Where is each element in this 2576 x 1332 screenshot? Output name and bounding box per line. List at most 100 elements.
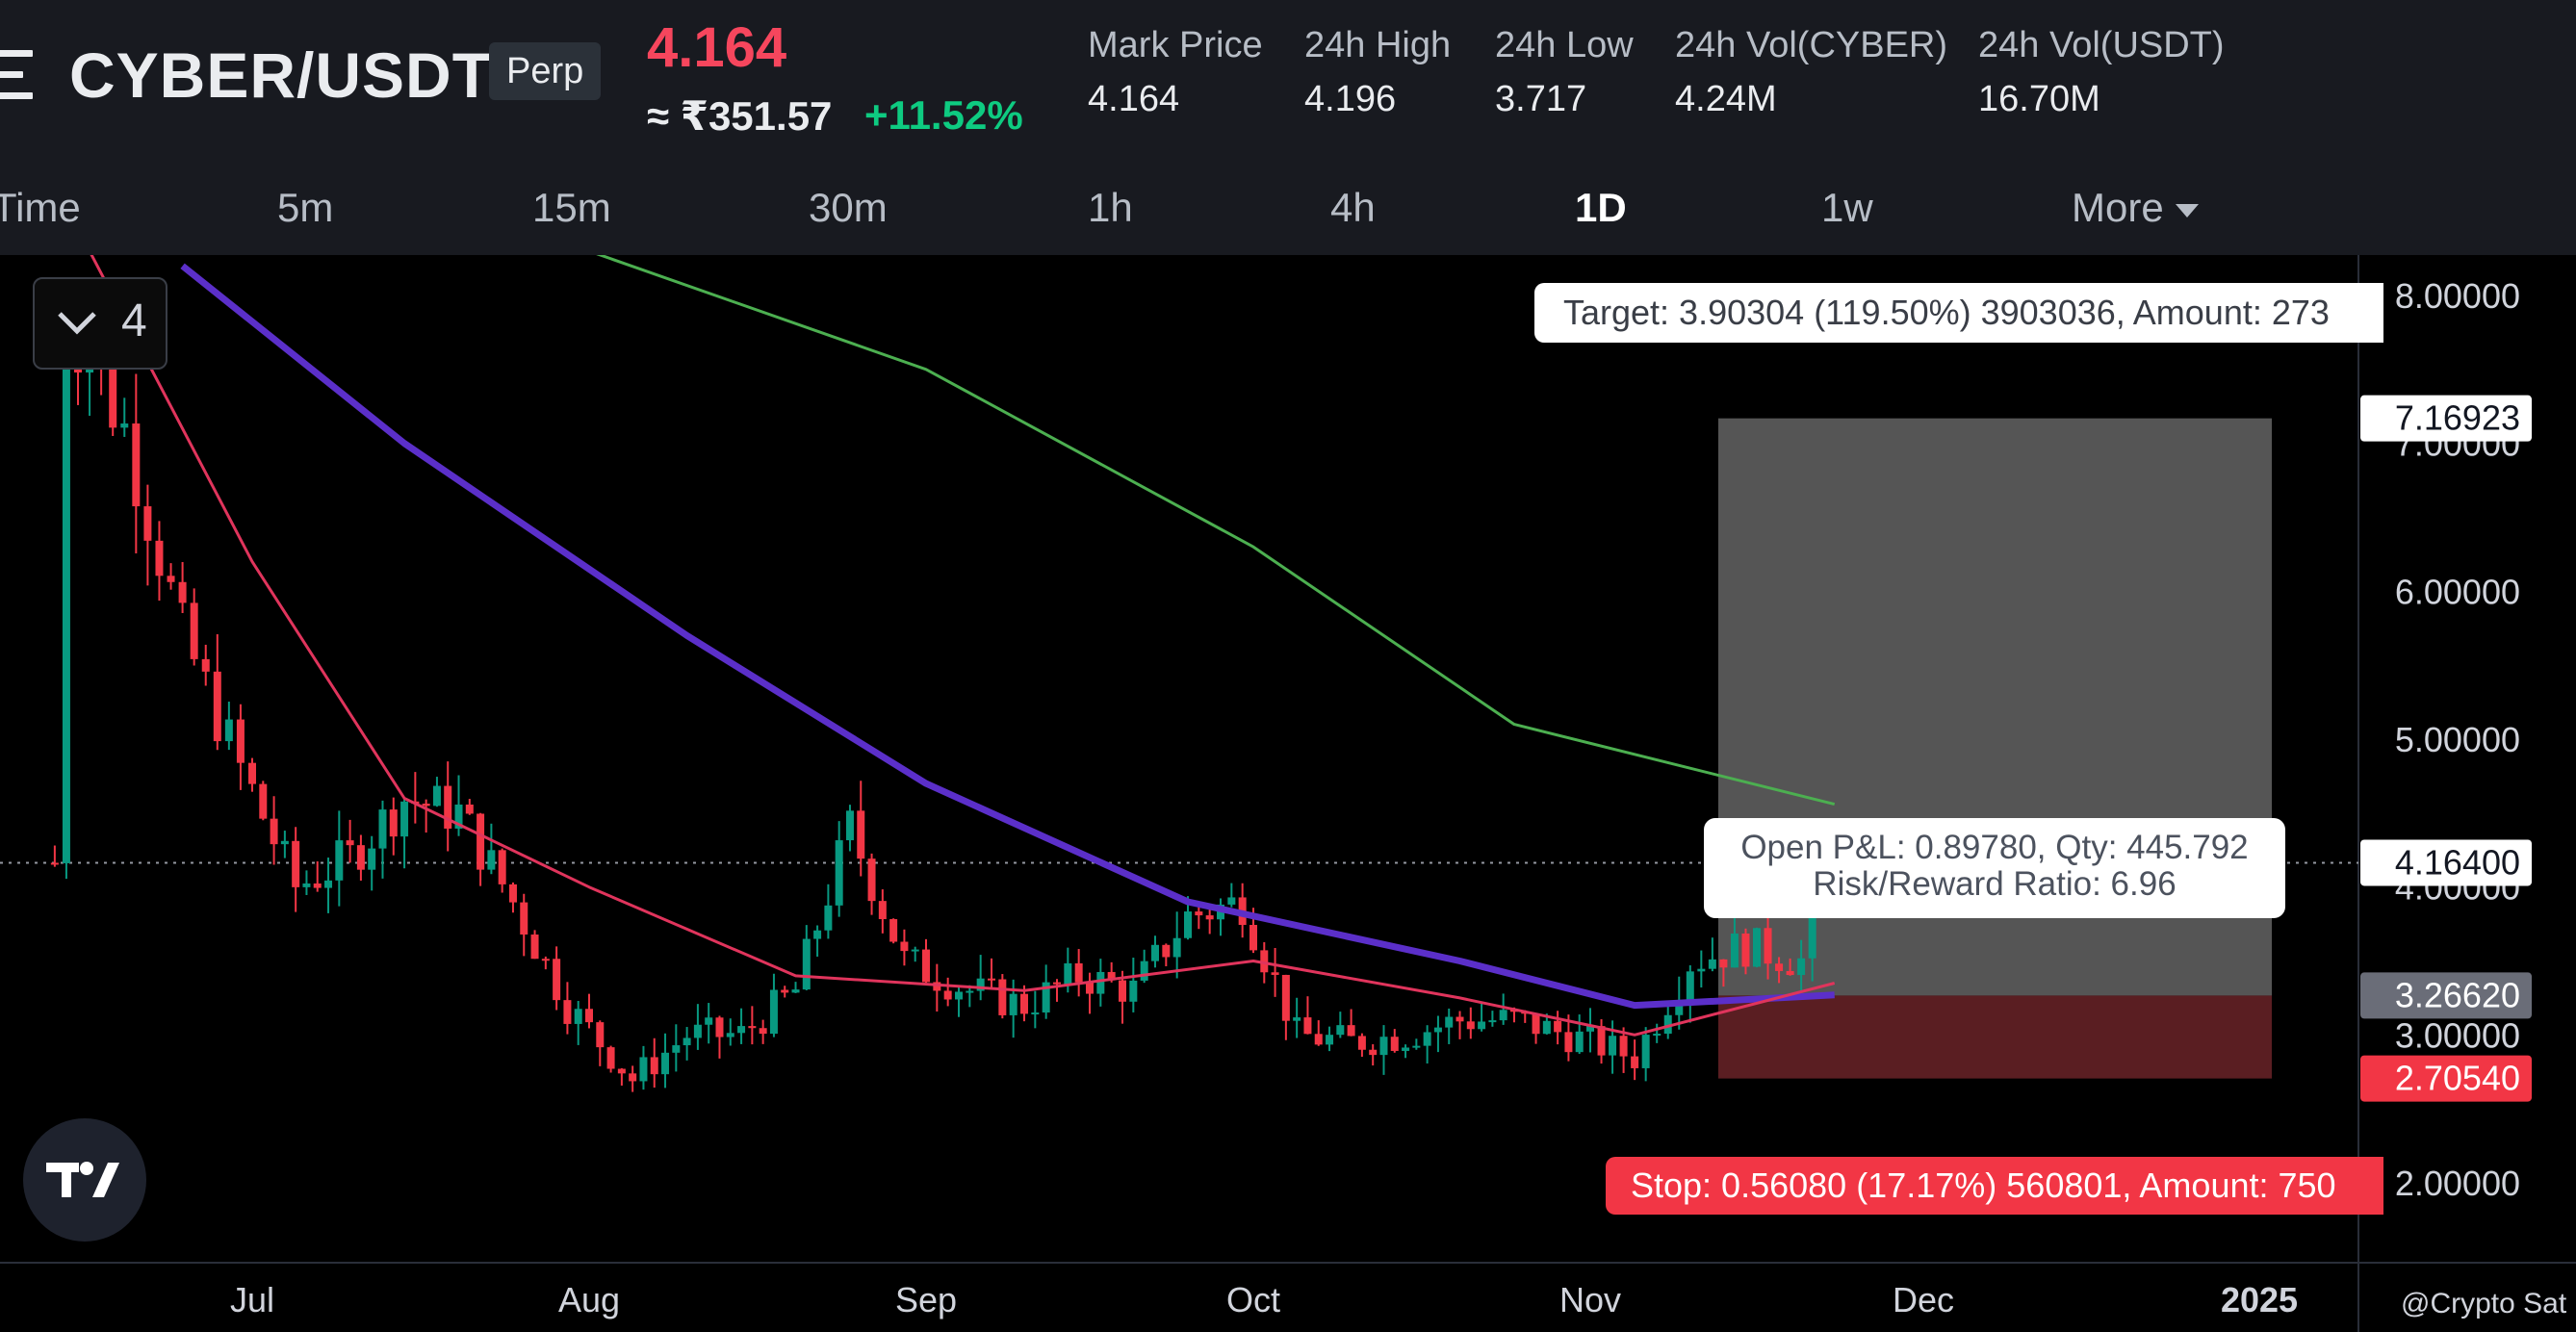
stat-label-24h-high: 24h High: [1304, 25, 1452, 65]
watermark: @Crypto Sat: [2401, 1288, 2567, 1319]
price-axis-label: 5.00000: [2395, 720, 2520, 759]
chart-canvas[interactable]: 8.000007.000006.000005.000004.000003.000…: [0, 255, 2576, 1332]
candle-body: [1641, 1035, 1650, 1068]
contract-type-badge: Perp: [489, 42, 602, 100]
candle-body: [132, 423, 141, 507]
candle-body: [454, 804, 463, 829]
candle-body: [1445, 1016, 1454, 1028]
indicator-legend-toggle[interactable]: 4: [33, 277, 167, 370]
candle-body: [346, 840, 354, 846]
stop-price-tag-bg: [2360, 1055, 2532, 1102]
target-price-tag-bg: [2360, 395, 2532, 442]
tradingview-logo[interactable]: [23, 1118, 146, 1242]
candle-body: [1764, 928, 1772, 964]
candle-body: [1586, 1026, 1594, 1032]
candle-body: [477, 813, 485, 870]
candle-body: [1293, 1017, 1301, 1021]
menu-icon[interactable]: [0, 50, 33, 100]
candle-body: [389, 809, 398, 837]
candle-body: [629, 1073, 637, 1082]
candle-body: [1009, 993, 1018, 1015]
candle-body: [292, 840, 300, 887]
stat-label-vol-quote: 24h Vol(USDT): [1978, 25, 2225, 65]
price-axis-label: 8.00000: [2395, 276, 2520, 316]
tab-1w[interactable]: 1w: [1821, 185, 1873, 230]
entry-price-tag: 3.26620: [2395, 975, 2520, 1014]
candle-body: [178, 581, 187, 603]
candle-body: [213, 671, 221, 742]
open-pnl-text: Open P&L: 0.89780, Qty: 445.792: [1740, 829, 2249, 866]
last-price: 4.164: [647, 16, 787, 79]
tab-15m[interactable]: 15m: [532, 185, 611, 230]
candle-body: [1786, 970, 1794, 976]
candle-body: [324, 880, 333, 888]
candle-body: [878, 901, 887, 920]
price-chart[interactable]: 8.00000 7.00000 6.00000 5.00000 4.00000 3.000…: [0, 255, 2576, 1332]
tab-time[interactable]: Time: [0, 185, 81, 230]
pair-name[interactable]: CYBER/USDT: [69, 39, 493, 111]
tab-4h[interactable]: 4h: [1330, 185, 1376, 230]
candle-body: [650, 1057, 658, 1075]
candle-body: [1741, 933, 1750, 967]
candle-body: [378, 809, 387, 849]
candle-body: [553, 959, 561, 1001]
candle-body: [955, 991, 963, 1000]
candle-body: [270, 818, 278, 845]
candle-body: [444, 785, 452, 829]
candle-body: [201, 658, 210, 672]
candle-body: [1609, 1036, 1617, 1056]
candle-body: [280, 840, 289, 845]
candle-body: [1314, 1034, 1323, 1045]
candle-body: [335, 840, 344, 881]
candle-body: [1184, 911, 1192, 938]
candle-body: [845, 810, 854, 841]
candle-body: [1379, 1037, 1388, 1056]
candle-body: [781, 989, 789, 993]
candle-body: [683, 1037, 691, 1046]
candle-body: [726, 1033, 734, 1037]
candle-body: [1064, 962, 1072, 985]
stat-value-vol-quote: 16.70M: [1978, 79, 2100, 119]
candle-body: [759, 1028, 767, 1035]
stop-price-tag: 2.70540: [2395, 1059, 2520, 1098]
candle-body: [889, 919, 898, 942]
candle-body: [302, 883, 311, 887]
tab-1h[interactable]: 1h: [1088, 185, 1133, 230]
time-axis-label: Nov: [1559, 1280, 1621, 1319]
candle-body: [1478, 1021, 1486, 1030]
candle-body: [368, 848, 376, 870]
ma-short-line: [90, 255, 1836, 1037]
tab-1d[interactable]: 1D: [1575, 185, 1627, 230]
stat-value-vol-base: 4.24M: [1675, 79, 1777, 119]
candle-body: [508, 884, 517, 903]
stat-label-24h-low: 24h Low: [1495, 25, 1634, 65]
candle-body: [1336, 1025, 1345, 1036]
candle-body: [1020, 993, 1028, 1014]
candle-body: [1499, 1010, 1507, 1021]
price-axis-label: 2.00000: [2395, 1164, 2520, 1203]
candle-body: [661, 1052, 670, 1075]
candle-body: [1260, 950, 1269, 973]
candle-body: [1303, 1017, 1312, 1035]
stat-value-mark-price: 4.164: [1088, 79, 1180, 119]
candle-body: [998, 979, 1007, 1015]
time-axis-label: Aug: [558, 1280, 620, 1319]
candle-body: [705, 1017, 713, 1025]
candle-body: [813, 930, 822, 939]
time-axis-label: 2025: [2221, 1280, 2298, 1319]
candle-body: [693, 1024, 702, 1038]
candle-body: [248, 762, 256, 784]
tab-more[interactable]: More: [2072, 185, 2199, 231]
time-axis-label: Jul: [230, 1280, 274, 1319]
candle-body: [867, 858, 876, 902]
tab-30m[interactable]: 30m: [809, 185, 888, 230]
candle-body: [62, 334, 70, 863]
candle-body: [400, 801, 409, 837]
tab-5m[interactable]: 5m: [277, 185, 334, 230]
candle-body: [224, 719, 233, 742]
candle-body: [432, 785, 441, 807]
candle-body: [1107, 971, 1116, 981]
candle-body: [1631, 1056, 1639, 1068]
candle-body: [530, 935, 539, 960]
candle-body: [1402, 1047, 1410, 1051]
